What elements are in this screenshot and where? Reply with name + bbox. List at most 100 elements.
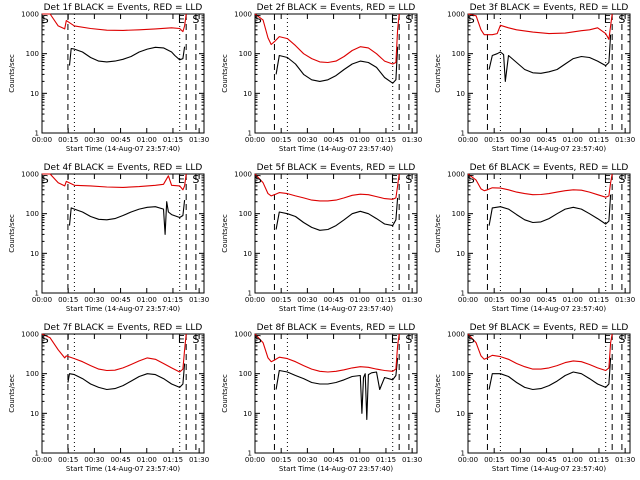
x-tick-label: 01:30 bbox=[402, 456, 422, 464]
x-tick-label: 00:45 bbox=[110, 136, 130, 144]
y-tick-label: 1000 bbox=[234, 11, 252, 19]
plot-frame bbox=[254, 333, 418, 454]
detector-chart: Det 1f BLACK = Events, RED = LLD 1 10 100 10… bbox=[8, 3, 209, 153]
chart-title: Det 3f BLACK = Events, RED = LLD bbox=[470, 3, 629, 13]
segment-annotation: S bbox=[468, 13, 475, 26]
y-tick-label: 1000 bbox=[234, 331, 252, 339]
x-tick-label: 00:30 bbox=[84, 136, 104, 144]
y-tick-label: 1000 bbox=[21, 11, 39, 19]
x-tick-label: 00:15 bbox=[58, 456, 78, 464]
lld-series-line bbox=[467, 173, 613, 198]
y-tick-label: 1 bbox=[35, 450, 39, 458]
lld-series-line bbox=[467, 333, 613, 372]
x-tick-label: 01:00 bbox=[563, 136, 583, 144]
x-tick-label: 00:15 bbox=[484, 296, 504, 304]
x-tick-label: 00:15 bbox=[271, 296, 291, 304]
y-axis-label: Counts/sec bbox=[8, 214, 16, 253]
x-tick-label: 00:30 bbox=[297, 296, 317, 304]
y-axis-label: Counts/sec bbox=[8, 54, 16, 93]
segment-annotation: E bbox=[604, 173, 611, 186]
events-series-line bbox=[275, 357, 399, 421]
segment-annotation: S bbox=[468, 173, 475, 186]
x-tick-label: 01:30 bbox=[615, 296, 635, 304]
segment-annotation: E bbox=[604, 333, 611, 346]
y-tick-label: 1 bbox=[248, 450, 252, 458]
segment-annotation: S bbox=[255, 13, 262, 26]
x-tick-label: 01:15 bbox=[376, 456, 396, 464]
x-tick-label: 01:00 bbox=[350, 296, 370, 304]
chart-title: Det 6f BLACK = Events, RED = LLD bbox=[470, 163, 629, 173]
segment-annotation: S bbox=[405, 173, 412, 186]
y-tick-label: 10 bbox=[243, 410, 252, 418]
lld-series-line bbox=[42, 13, 187, 33]
y-tick-label: 1000 bbox=[21, 331, 39, 339]
events-series-line bbox=[275, 197, 399, 231]
segment-annotation: S bbox=[618, 173, 625, 186]
x-tick-label: 00:00 bbox=[245, 136, 265, 144]
x-tick-label: 00:00 bbox=[32, 136, 52, 144]
y-axis-label: Counts/sec bbox=[221, 54, 229, 93]
x-tick-label: 00:30 bbox=[510, 296, 530, 304]
x-tick-label: 01:15 bbox=[589, 136, 609, 144]
segment-annotation: S bbox=[618, 333, 625, 346]
x-tick-label: 00:00 bbox=[32, 456, 52, 464]
x-tick-label: 01:15 bbox=[589, 296, 609, 304]
x-tick-label: 00:30 bbox=[84, 456, 104, 464]
events-series-line bbox=[488, 194, 612, 226]
y-axis-label: Counts/sec bbox=[434, 214, 442, 253]
x-tick-label: 00:45 bbox=[110, 296, 130, 304]
plot-frame bbox=[41, 173, 205, 294]
x-tick-label: 01:00 bbox=[350, 456, 370, 464]
y-axis-label: Counts/sec bbox=[8, 374, 16, 413]
segment-annotation: E bbox=[178, 173, 185, 186]
y-tick-label: 1000 bbox=[447, 331, 465, 339]
lld-series-line bbox=[254, 13, 400, 65]
chart-title: Det 8f BLACK = Events, RED = LLD bbox=[257, 323, 416, 333]
y-tick-label: 10 bbox=[243, 250, 252, 258]
y-tick-label: 100 bbox=[452, 370, 465, 378]
plot-frame bbox=[467, 333, 631, 454]
x-tick-label: 01:15 bbox=[376, 296, 396, 304]
events-series-line bbox=[68, 46, 186, 66]
x-tick-label: 00:00 bbox=[458, 456, 478, 464]
x-tick-label: 00:15 bbox=[58, 296, 78, 304]
x-tick-label: 01:30 bbox=[615, 136, 635, 144]
chart-title: Det 1f BLACK = Events, RED = LLD bbox=[44, 3, 203, 13]
plot-frame bbox=[467, 13, 631, 134]
chart-title: Det 4f BLACK = Events, RED = LLD bbox=[44, 163, 203, 173]
x-axis-label: Start Time (14-Aug-07 23:57:40) bbox=[66, 145, 180, 153]
segment-annotation: E bbox=[391, 13, 398, 26]
x-tick-label: 01:30 bbox=[402, 296, 422, 304]
x-tick-label: 00:00 bbox=[32, 296, 52, 304]
x-axis-label: Start Time (14-Aug-07 23:57:40) bbox=[66, 305, 180, 313]
x-tick-label: 00:45 bbox=[536, 456, 556, 464]
segment-annotation: S bbox=[618, 13, 625, 26]
y-tick-label: 100 bbox=[452, 50, 465, 58]
x-tick-label: 00:30 bbox=[84, 296, 104, 304]
y-axis-label: Counts/sec bbox=[221, 214, 229, 253]
y-tick-label: 1 bbox=[248, 290, 252, 298]
y-axis-label: Counts/sec bbox=[221, 374, 229, 413]
segment-annotation: S bbox=[468, 333, 475, 346]
y-tick-label: 1 bbox=[461, 450, 465, 458]
x-axis-label: Start Time (14-Aug-07 23:57:40) bbox=[492, 305, 606, 313]
x-axis-label: Start Time (14-Aug-07 23:57:40) bbox=[66, 465, 180, 473]
x-axis-label: Start Time (14-Aug-07 23:57:40) bbox=[279, 465, 393, 473]
segment-annotation: S bbox=[42, 173, 49, 186]
x-tick-label: 00:00 bbox=[458, 296, 478, 304]
y-tick-label: 1 bbox=[461, 130, 465, 138]
detector-chart: Det 9f BLACK = Events, RED = LLD 1 10 100 10… bbox=[434, 323, 635, 473]
x-axis-label: Start Time (14-Aug-07 23:57:40) bbox=[492, 145, 606, 153]
x-tick-label: 01:00 bbox=[563, 296, 583, 304]
segment-annotation: E bbox=[178, 13, 185, 26]
y-tick-label: 100 bbox=[239, 210, 252, 218]
y-tick-label: 100 bbox=[26, 50, 39, 58]
y-tick-label: 1 bbox=[461, 290, 465, 298]
segment-annotation: S bbox=[192, 13, 199, 26]
y-tick-label: 100 bbox=[239, 370, 252, 378]
x-tick-label: 00:45 bbox=[323, 456, 343, 464]
x-tick-label: 00:15 bbox=[58, 136, 78, 144]
lld-series-line bbox=[41, 333, 187, 373]
y-tick-label: 100 bbox=[452, 210, 465, 218]
x-tick-label: 01:00 bbox=[137, 456, 157, 464]
